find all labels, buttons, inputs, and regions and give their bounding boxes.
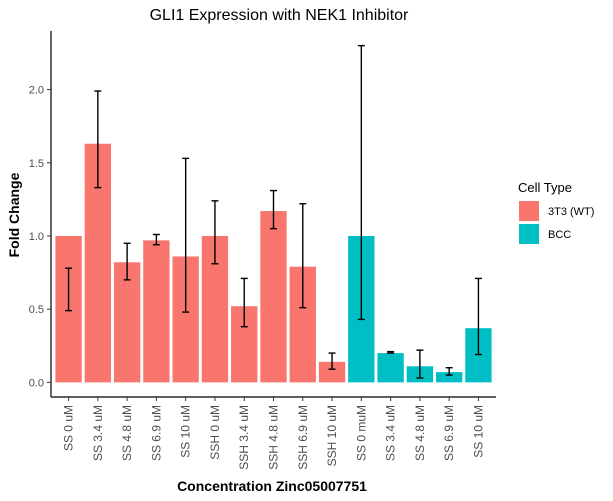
x-tick-label-7: SSH 4.8 uM bbox=[267, 405, 281, 470]
error-bar-9 bbox=[328, 352, 336, 370]
legend-key-1 bbox=[519, 224, 539, 244]
error-bar-11 bbox=[387, 350, 395, 354]
x-axis-title: Concentration Zinc05007751 bbox=[177, 478, 367, 494]
y-tick-label-4: 2.0 bbox=[29, 85, 44, 97]
x-tick-label-0: SS 0 uM bbox=[62, 405, 76, 451]
error-bar-5 bbox=[211, 200, 219, 265]
x-tick-label-11: SS 3.4 uM bbox=[384, 405, 398, 461]
error-bar-3 bbox=[152, 233, 160, 246]
y-tick-label-3: 1.5 bbox=[29, 158, 44, 170]
error-bar-6 bbox=[240, 277, 248, 328]
bar-3 bbox=[143, 240, 170, 383]
x-tick-label-13: SS 6.9 uM bbox=[442, 405, 456, 461]
x-tick-label-1: SS 3.4 uM bbox=[91, 405, 105, 461]
bars-group bbox=[55, 143, 492, 383]
x-tick-label-14: SS 10 uM bbox=[471, 405, 485, 458]
error-bar-7 bbox=[270, 189, 277, 230]
error-bar-13 bbox=[445, 367, 453, 376]
x-tick-label-8: SSH 6.9 uM bbox=[296, 405, 310, 470]
legend-title: Cell Type bbox=[518, 180, 572, 195]
x-tick-label-2: SS 4.8 uM bbox=[120, 405, 134, 461]
y-tick-label-1: 0.5 bbox=[29, 304, 44, 316]
legend-label-0: 3T3 (WT) bbox=[548, 206, 594, 218]
legend: Cell Type 3T3 (WT) BCC bbox=[518, 180, 594, 244]
x-tick-label-5: SSH 0 uM bbox=[208, 405, 222, 460]
bar-2 bbox=[113, 262, 141, 383]
error-bars-group bbox=[65, 44, 482, 379]
chart-title: GLI1 Expression with NEK1 Inhibitor bbox=[150, 7, 409, 24]
bar-13 bbox=[435, 372, 463, 383]
y-tick-label-2: 1.0 bbox=[29, 231, 44, 243]
bar-9 bbox=[318, 361, 346, 383]
x-tick-label-4: SS 10 uM bbox=[179, 405, 193, 458]
y-tick-label-0: 0.0 bbox=[29, 377, 44, 389]
error-bar-0 bbox=[65, 267, 73, 312]
x-tick-label-9: SSH 10 uM bbox=[325, 405, 339, 466]
axes-group: 0.0 0.5 1.0 1.5 2.0 SS 0 uM SS 3.4 uM SS 4.8 uM… bbox=[29, 31, 496, 470]
error-bar-14 bbox=[474, 277, 482, 356]
legend-key-0 bbox=[519, 201, 539, 221]
x-tick-label-12: SS 4.8 uM bbox=[413, 405, 427, 461]
error-bar-12 bbox=[416, 349, 424, 379]
x-tick-label-10: SS 0 muM bbox=[354, 405, 368, 461]
error-bar-10 bbox=[357, 44, 365, 321]
bar-7 bbox=[260, 211, 287, 383]
x-tick-label-6: SSH 3.4 uM bbox=[237, 405, 251, 470]
x-tick-label-3: SS 6.9 uM bbox=[149, 405, 163, 461]
error-bar-4 bbox=[182, 157, 190, 313]
error-bar-8 bbox=[299, 203, 307, 309]
y-axis-title: Fold Change bbox=[6, 172, 22, 257]
legend-label-1: BCC bbox=[548, 229, 571, 241]
error-bar-2 bbox=[123, 242, 131, 281]
error-bar-1 bbox=[94, 90, 102, 189]
bar-11 bbox=[377, 353, 404, 383]
